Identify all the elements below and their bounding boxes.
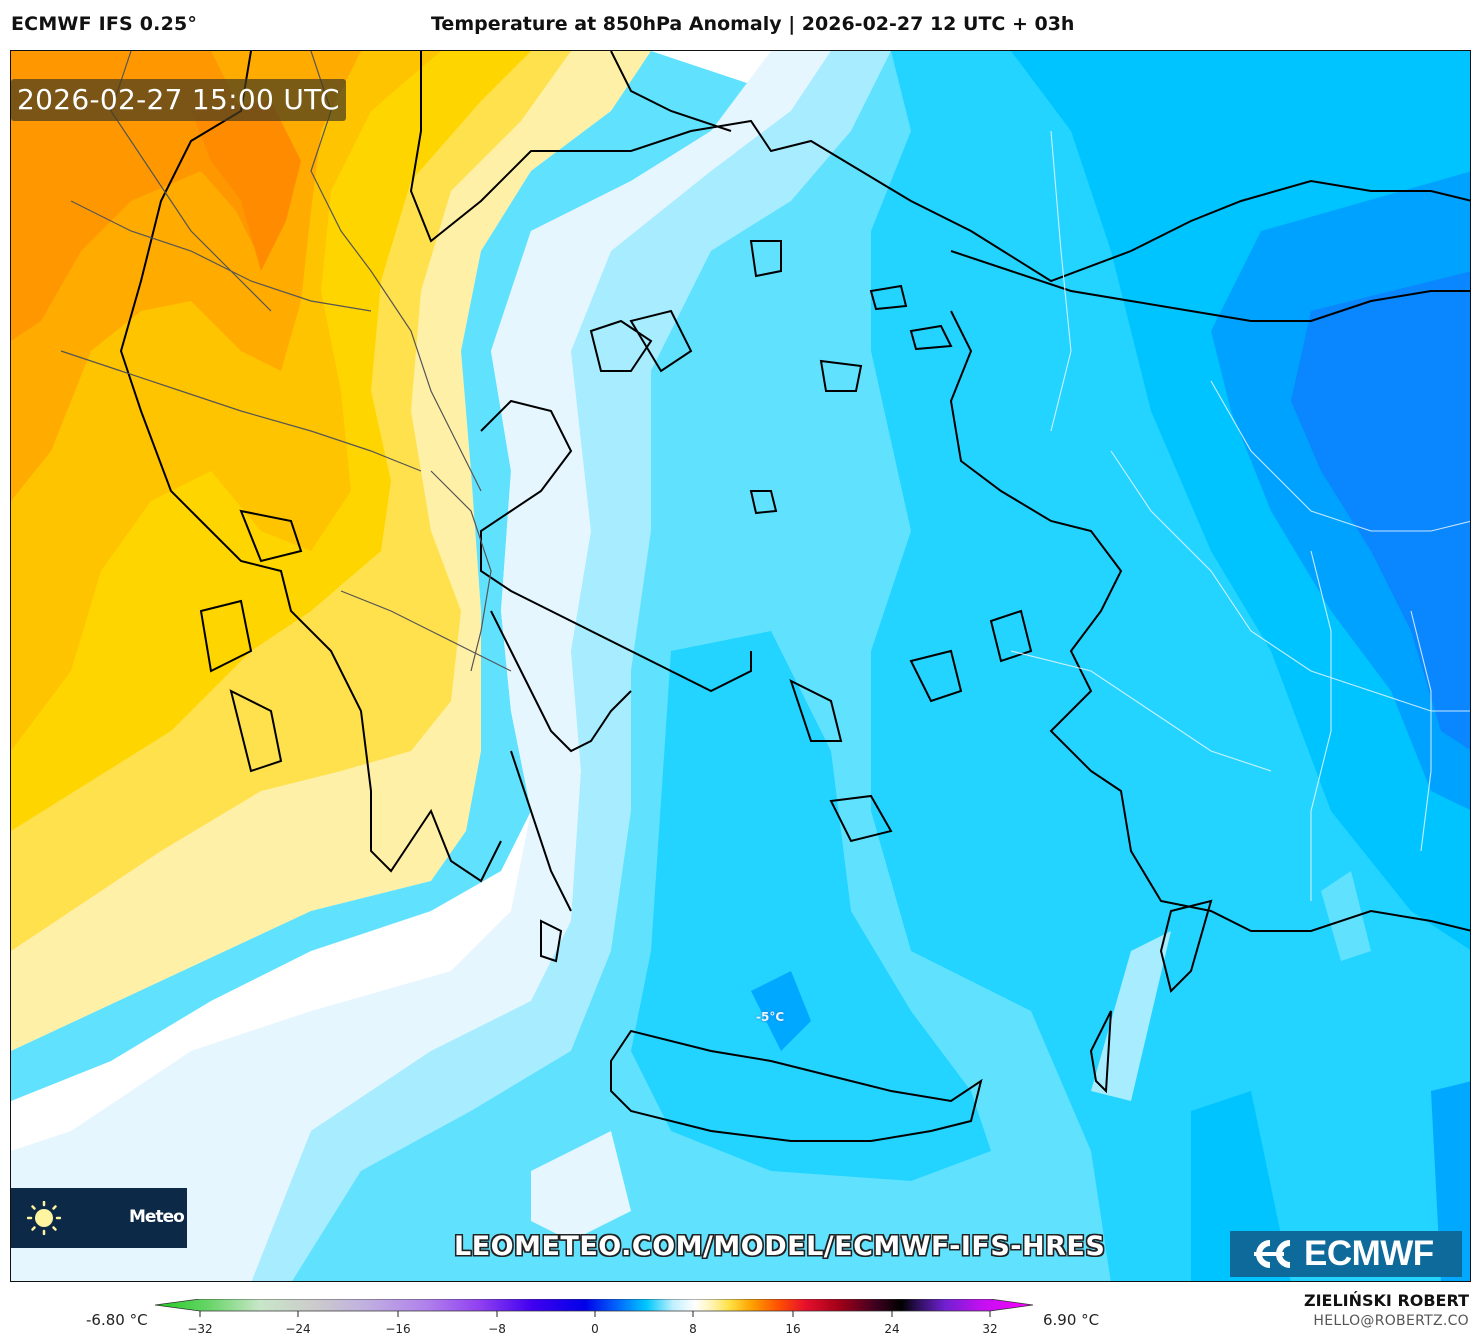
colorbar-tick: −24 xyxy=(285,1322,311,1336)
colorbar-tick: 24 xyxy=(884,1322,900,1336)
colorbar-tick: 16 xyxy=(785,1322,801,1336)
colorbar-tick: 8 xyxy=(689,1322,697,1336)
colorbar-max-label: 6.90 °C xyxy=(1043,1311,1100,1329)
url-watermark: LEOMETEO.COM/MODEL/ECMWF-IFS-HRES xyxy=(454,1231,1106,1262)
promo-brand-text: Meteo xyxy=(129,1207,185,1227)
ecmwf-logo-text: ECMWF xyxy=(1304,1234,1434,1273)
contour-label: -5°C xyxy=(756,1010,785,1024)
colorbar-tick: −32 xyxy=(187,1322,213,1336)
colorbar-tick: 32 xyxy=(982,1322,998,1336)
colorbar xyxy=(155,1299,1034,1317)
promo-banner[interactable]: Meteo xyxy=(11,1188,187,1248)
author-email[interactable]: HELLO@ROBERTZ.CO xyxy=(1313,1313,1469,1329)
ecmwf-mark-icon xyxy=(1254,1240,1291,1268)
ecmwf-logo: ECMWF xyxy=(1230,1231,1462,1277)
colorbar-tick: −16 xyxy=(385,1322,411,1336)
temperature-field xyxy=(11,51,1470,1281)
sun-icon xyxy=(27,1201,61,1235)
colorbar-tick: −8 xyxy=(488,1322,506,1336)
weather-map[interactable]: 2026-02-27 15:00 UTC -5°C Meteo LEOMETEO… xyxy=(10,50,1471,1282)
model-label: ECMWF IFS 0.25° xyxy=(11,13,198,35)
author-credit: ZIELIŃSKI ROBERT xyxy=(1303,1291,1469,1310)
chart-title: Temperature at 850hPa Anomaly | 2026-02-… xyxy=(431,13,1075,35)
colorbar-tick: 0 xyxy=(591,1322,599,1336)
colorbar-min-label: -6.80 °C xyxy=(86,1311,148,1329)
valid-time-badge: 2026-02-27 15:00 UTC xyxy=(11,79,346,121)
